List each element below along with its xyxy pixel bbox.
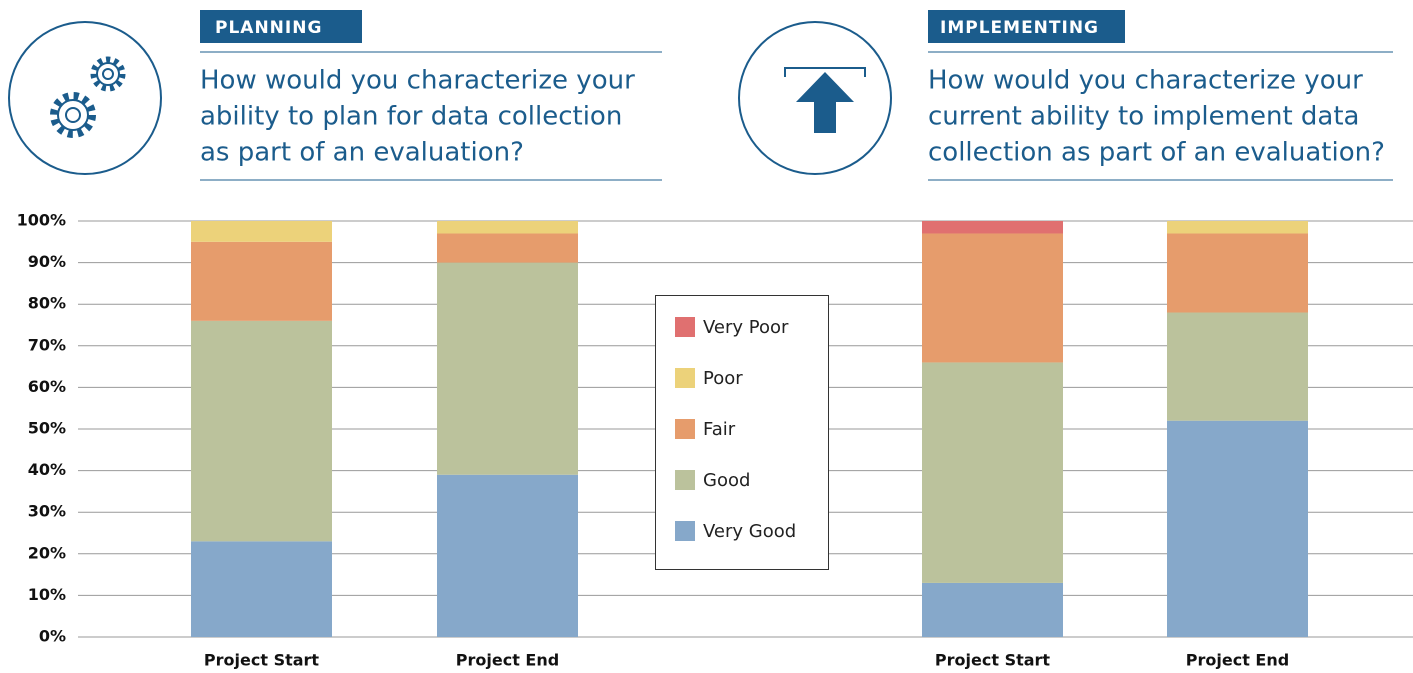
bar-segment bbox=[1167, 221, 1308, 234]
bar-segment bbox=[922, 362, 1063, 583]
question: collection as part of an evaluation? bbox=[928, 138, 1385, 168]
bar-segment bbox=[922, 221, 1063, 234]
bar-segment bbox=[437, 474, 578, 637]
x-tick-label: Project Start bbox=[204, 651, 320, 670]
question: current ability to implement data bbox=[928, 102, 1359, 132]
section-label: PLANNING bbox=[215, 18, 322, 38]
y-tick-label: 0% bbox=[39, 627, 66, 646]
icon-circle bbox=[738, 21, 892, 175]
y-tick-label: 60% bbox=[28, 377, 66, 396]
legend-swatch bbox=[675, 521, 695, 541]
x-tick-label: Project End bbox=[1186, 651, 1289, 670]
y-tick-label: 90% bbox=[28, 252, 66, 271]
legend-label: Very Good bbox=[703, 521, 796, 542]
bar-segment bbox=[1167, 420, 1308, 637]
section-tab bbox=[200, 10, 362, 43]
question: ability to plan for data collection bbox=[200, 102, 622, 132]
bracket-icon bbox=[784, 67, 866, 77]
legend-swatch bbox=[675, 317, 695, 337]
icon-circle bbox=[8, 21, 162, 175]
bar-segment bbox=[191, 320, 332, 542]
y-tick-label: 80% bbox=[28, 294, 66, 313]
legend-label: Poor bbox=[703, 368, 743, 389]
y-tick-label: 40% bbox=[28, 460, 66, 479]
question: as part of an evaluation? bbox=[200, 138, 524, 168]
legend-label: Very Poor bbox=[703, 317, 789, 338]
y-tick-label: 70% bbox=[28, 335, 66, 354]
gears-icon bbox=[50, 56, 126, 138]
planning-header: PLANNING How would you characterize your… bbox=[8, 10, 662, 181]
legend-label: Good bbox=[703, 470, 750, 491]
question: How would you characterize your bbox=[928, 66, 1363, 96]
bar-segment bbox=[437, 233, 578, 263]
section-label: IMPLEMENTING bbox=[940, 18, 1099, 38]
legend-swatch bbox=[675, 470, 695, 490]
x-tick-label: Project Start bbox=[935, 651, 1051, 670]
bar-segment bbox=[191, 221, 332, 242]
y-tick-label: 100% bbox=[17, 211, 66, 230]
bar-segment bbox=[437, 221, 578, 234]
question: How would you characterize your bbox=[200, 66, 635, 96]
implementing-header: IMPLEMENTING How would you characterize … bbox=[738, 10, 1393, 181]
bar-segment bbox=[191, 541, 332, 637]
y-tick-label: 10% bbox=[28, 585, 66, 604]
bar-segment bbox=[191, 241, 332, 321]
y-tick-label: 50% bbox=[28, 419, 66, 438]
plot: 0% 10% 20% 30% 40% 50% 60% 70% 80% 90% 100% Project… bbox=[17, 211, 1413, 670]
legend-swatch bbox=[675, 419, 695, 439]
legend: Very Poor Poor Fair Good Very Good bbox=[655, 295, 829, 570]
bar-segment bbox=[1167, 312, 1308, 421]
bar-segment bbox=[437, 262, 578, 475]
section-tab bbox=[928, 10, 1125, 43]
arrow-icon bbox=[796, 72, 854, 133]
bar-segment bbox=[1167, 233, 1308, 313]
bar-segment bbox=[922, 233, 1063, 363]
y-tick-label: 20% bbox=[28, 543, 66, 562]
y-tick-label: 30% bbox=[28, 502, 66, 521]
x-tick-label: Project End bbox=[456, 651, 559, 670]
legend-label: Fair bbox=[703, 419, 736, 440]
legend-swatch bbox=[675, 368, 695, 388]
bar-segment bbox=[922, 582, 1063, 637]
